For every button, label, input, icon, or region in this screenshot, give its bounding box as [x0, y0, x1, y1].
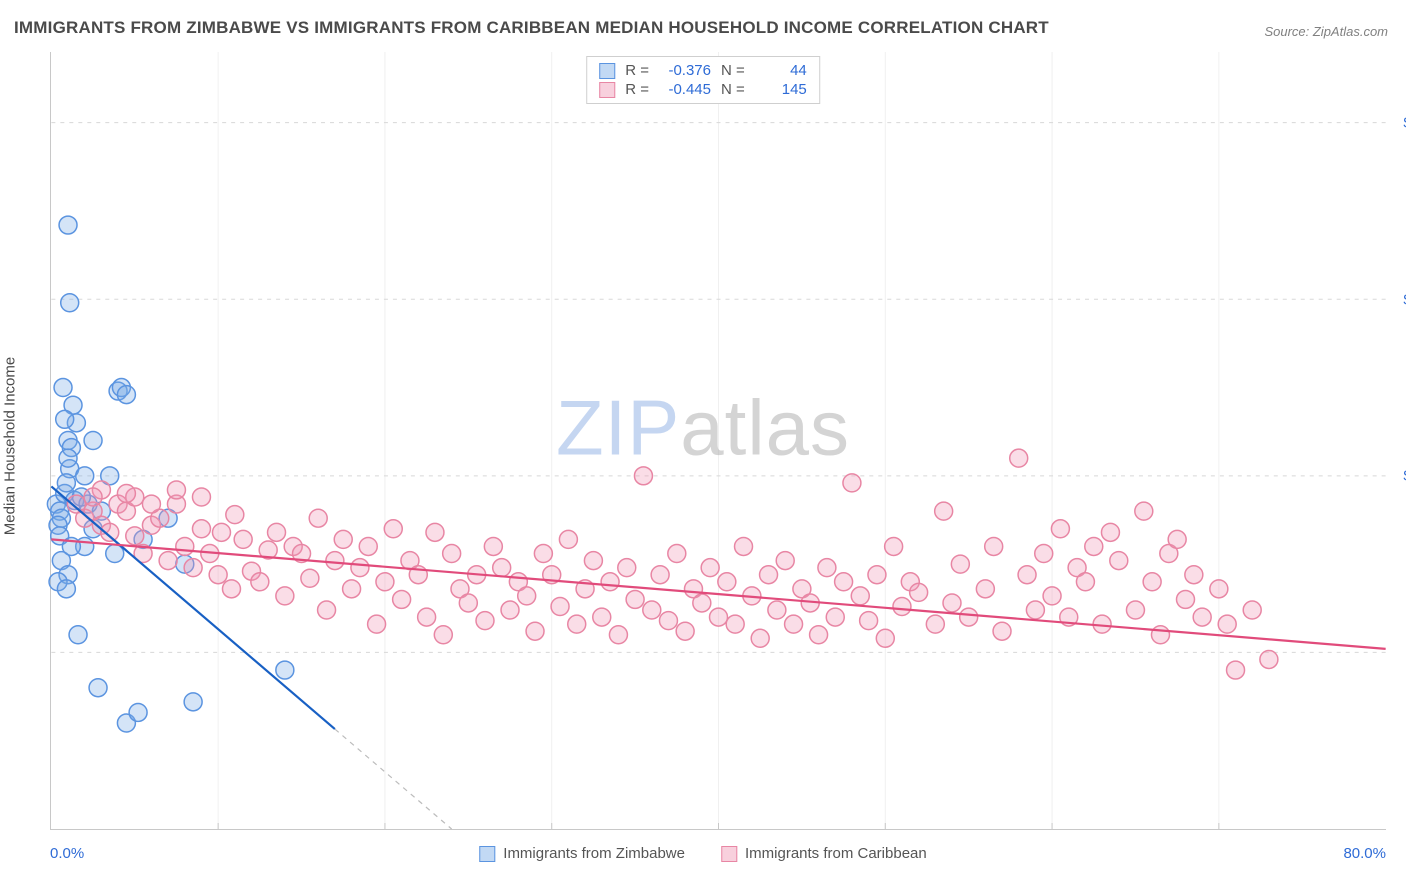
- x-axis-min-label: 0.0%: [50, 845, 84, 862]
- chart-container: IMMIGRANTS FROM ZIMBABWE VS IMMIGRANTS F…: [0, 0, 1406, 892]
- plot-area: $50,000$100,000$150,000$200,000: [50, 52, 1386, 830]
- swatch-caribbean: [599, 82, 615, 98]
- stats-r-label: R =: [625, 62, 649, 79]
- y-tick-label: $200,000: [1394, 114, 1406, 131]
- y-tick-label: $150,000: [1394, 291, 1406, 308]
- legend-label-caribbean: Immigrants from Caribbean: [745, 845, 927, 862]
- stats-n-label: N =: [721, 62, 745, 79]
- legend-item-zimbabwe: Immigrants from Zimbabwe: [479, 845, 685, 862]
- y-tick-label: $100,000: [1394, 468, 1406, 485]
- legend-item-caribbean: Immigrants from Caribbean: [721, 845, 927, 862]
- source-attribution: Source: ZipAtlas.com: [1264, 24, 1388, 39]
- legend-label-zimbabwe: Immigrants from Zimbabwe: [503, 845, 685, 862]
- legend-swatch-zimbabwe: [479, 846, 495, 862]
- stats-r-label: R =: [625, 81, 649, 98]
- stats-r-value-zimbabwe: -0.376: [659, 62, 711, 79]
- legend-swatch-caribbean: [721, 846, 737, 862]
- swatch-zimbabwe: [599, 63, 615, 79]
- stats-r-value-caribbean: -0.445: [659, 81, 711, 98]
- y-axis-label: Median Household Income: [2, 357, 19, 535]
- stats-row-caribbean: R = -0.445 N = 145: [599, 81, 807, 98]
- x-axis-max-label: 80.0%: [1343, 845, 1386, 862]
- chart-title: IMMIGRANTS FROM ZIMBABWE VS IMMIGRANTS F…: [14, 18, 1049, 38]
- y-tick-label: $50,000: [1394, 645, 1406, 662]
- stats-n-value-caribbean: 145: [755, 81, 807, 98]
- bottom-legend: Immigrants from Zimbabwe Immigrants from…: [479, 845, 926, 862]
- stats-legend-box: R = -0.376 N = 44 R = -0.445 N = 145: [586, 56, 820, 104]
- chart-svg: [51, 52, 1386, 829]
- stats-n-label: N =: [721, 81, 745, 98]
- stats-n-value-zimbabwe: 44: [755, 62, 807, 79]
- stats-row-zimbabwe: R = -0.376 N = 44: [599, 62, 807, 79]
